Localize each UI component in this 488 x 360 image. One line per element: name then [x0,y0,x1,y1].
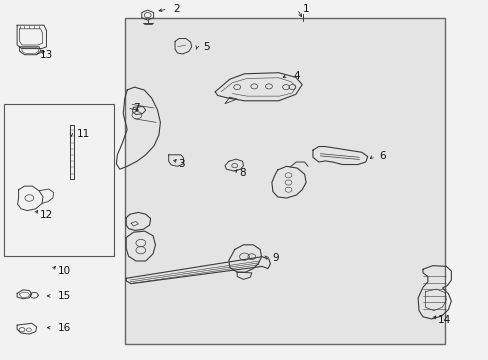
Text: 14: 14 [437,315,450,325]
Text: 2: 2 [173,4,180,14]
Text: 5: 5 [203,42,209,52]
Text: 8: 8 [239,168,246,178]
Bar [124,18,444,344]
Text: 12: 12 [40,210,53,220]
Text: 6: 6 [379,151,386,161]
Text: 7: 7 [133,103,140,113]
Text: 15: 15 [58,291,71,301]
Text: 16: 16 [58,323,71,333]
Text: 11: 11 [77,129,90,139]
Text: 1: 1 [303,4,309,14]
Text: 3: 3 [178,159,185,169]
Text: 13: 13 [40,50,53,60]
Text: 4: 4 [293,71,300,81]
Text: 9: 9 [272,253,279,263]
Bar [4,104,114,256]
Text: 10: 10 [58,266,71,276]
